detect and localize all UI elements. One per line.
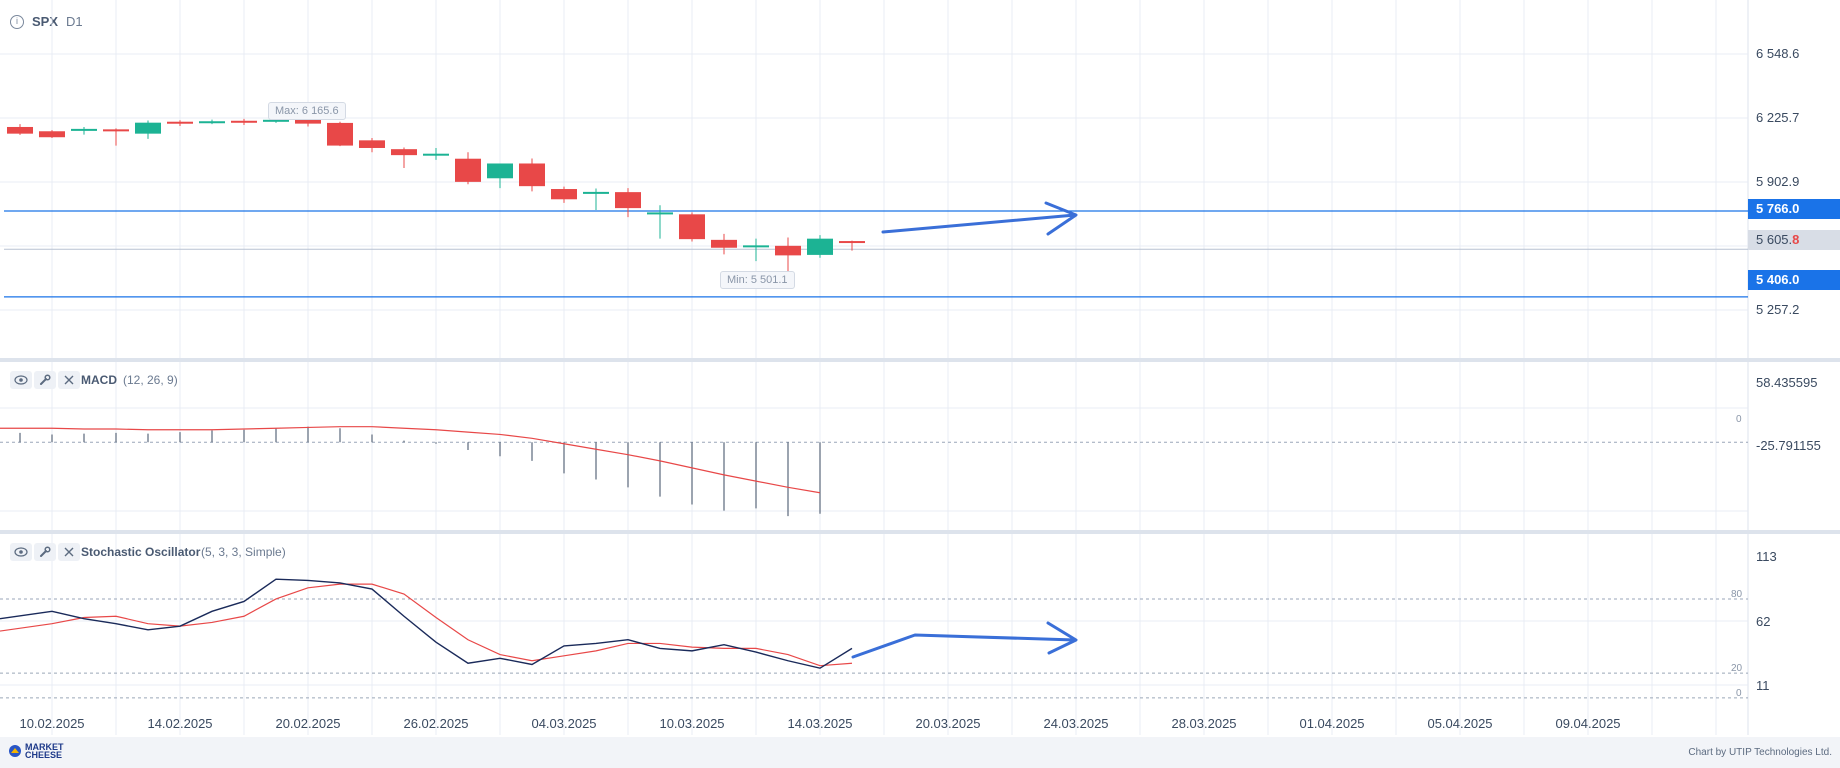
chart-canvas[interactable] xyxy=(0,0,1840,737)
cheese-logo-icon xyxy=(9,745,21,757)
price-axis-label: 6 548.6 xyxy=(1756,46,1800,61)
time-axis-label: 10.03.2025 xyxy=(659,716,725,731)
candle-body xyxy=(743,245,769,248)
timeframe-label: D1 xyxy=(66,14,83,29)
time-axis-label: 26.02.2025 xyxy=(403,716,469,731)
info-icon[interactable]: i xyxy=(10,14,24,29)
logo-text: CHEESE xyxy=(25,750,63,760)
time-axis-label: 01.04.2025 xyxy=(1299,716,1365,731)
candle-body xyxy=(199,121,225,124)
stoch-axis-label: 62 xyxy=(1756,614,1771,629)
candle-body xyxy=(679,214,705,240)
candle-body xyxy=(455,158,481,182)
macd-zero-label: 0 xyxy=(1736,414,1742,425)
trend-arrow-drawing xyxy=(851,621,1078,659)
candle-body xyxy=(263,119,289,122)
pane-separator[interactable] xyxy=(0,358,1840,362)
candle-body xyxy=(135,122,161,134)
candle-body xyxy=(647,212,673,215)
stoch-name: Stochastic Oscillator xyxy=(81,545,201,559)
time-axis-label: 14.03.2025 xyxy=(787,716,853,731)
candle-body xyxy=(423,153,449,156)
time-axis-label: 09.04.2025 xyxy=(1555,716,1621,731)
current-price-last-digit: 8 xyxy=(1792,232,1800,247)
price-axis-label: 6 225.7 xyxy=(1756,110,1800,125)
candle-body xyxy=(7,126,33,134)
wrench-icon[interactable] xyxy=(34,371,56,389)
candle-body xyxy=(711,239,737,248)
candle-body xyxy=(231,120,257,123)
stoch-level-80-label: 80 xyxy=(1731,589,1743,600)
stoch-level-0-label: 0 xyxy=(1736,688,1742,699)
time-axis-label: 05.04.2025 xyxy=(1427,716,1493,731)
chart-credit: Chart by UTIP Technologies Ltd. xyxy=(1688,747,1832,758)
candle-body xyxy=(487,163,513,179)
wrench-icon[interactable] xyxy=(34,543,56,561)
max-annotation: Max: 6 165.6 xyxy=(268,102,346,120)
time-axis-label: 24.03.2025 xyxy=(1043,716,1109,731)
price-axis-label: 5 257.2 xyxy=(1756,302,1800,317)
time-axis-label: 14.02.2025 xyxy=(147,716,213,731)
time-axis-label: 20.02.2025 xyxy=(275,716,341,731)
candle-body xyxy=(807,238,833,255)
stoch-params: (5, 3, 3, Simple) xyxy=(201,545,286,559)
time-axis-label: 04.03.2025 xyxy=(531,716,597,731)
current-price-tag: 5 605.8 xyxy=(1748,230,1840,250)
candle-body xyxy=(359,140,385,148)
stoch-k-line xyxy=(0,578,853,669)
time-axis-label: 20.03.2025 xyxy=(915,716,981,731)
macd-axis-label: 58.435595 xyxy=(1756,375,1818,390)
current-price-main: 5 605. xyxy=(1756,232,1793,247)
stoch-level-20-label: 20 xyxy=(1731,663,1743,674)
candle-body xyxy=(39,131,65,138)
upper-level-tag[interactable]: 5 766.0 xyxy=(1748,199,1840,219)
time-axis-label: 10.02.2025 xyxy=(19,716,85,731)
candle-body xyxy=(327,122,353,146)
stoch-axis-label: 113 xyxy=(1756,549,1777,564)
eye-icon[interactable] xyxy=(10,543,32,561)
trend-arrow-drawing xyxy=(881,201,1078,236)
candle-body xyxy=(839,241,865,244)
macd-signal-line xyxy=(0,426,821,494)
lower-level-tag[interactable]: 5 406.0 xyxy=(1748,270,1840,290)
stoch-axis-label: 11 xyxy=(1756,678,1770,693)
candle-body xyxy=(583,191,609,194)
market-cheese-logo[interactable]: MARKET CHEESE xyxy=(8,742,64,760)
pane-separator[interactable] xyxy=(0,530,1840,534)
close-icon[interactable] xyxy=(58,543,80,561)
candle-body xyxy=(103,129,129,132)
candle-body xyxy=(391,149,417,156)
candle-body xyxy=(775,245,801,256)
close-icon[interactable] xyxy=(58,371,80,389)
price-axis-label: 5 902.9 xyxy=(1756,174,1800,189)
candle-body xyxy=(295,119,321,124)
candle-body xyxy=(551,189,577,200)
candle-body xyxy=(167,121,193,124)
macd-axis-label: -25.791155 xyxy=(1756,438,1821,453)
logo-text: MARKET xyxy=(25,742,64,752)
macd-name: MACD xyxy=(81,373,117,387)
macd-params: (12, 26, 9) xyxy=(123,373,178,387)
candle-body xyxy=(519,163,545,187)
candle-body xyxy=(71,128,97,131)
candle-body xyxy=(615,192,641,209)
stoch-d-line xyxy=(0,583,853,667)
time-axis-label: 28.03.2025 xyxy=(1171,716,1237,731)
min-annotation: Min: 5 501.1 xyxy=(720,271,795,289)
eye-icon[interactable] xyxy=(10,371,32,389)
footer: MARKET CHEESE Chart by UTIP Technologies… xyxy=(0,737,1840,768)
